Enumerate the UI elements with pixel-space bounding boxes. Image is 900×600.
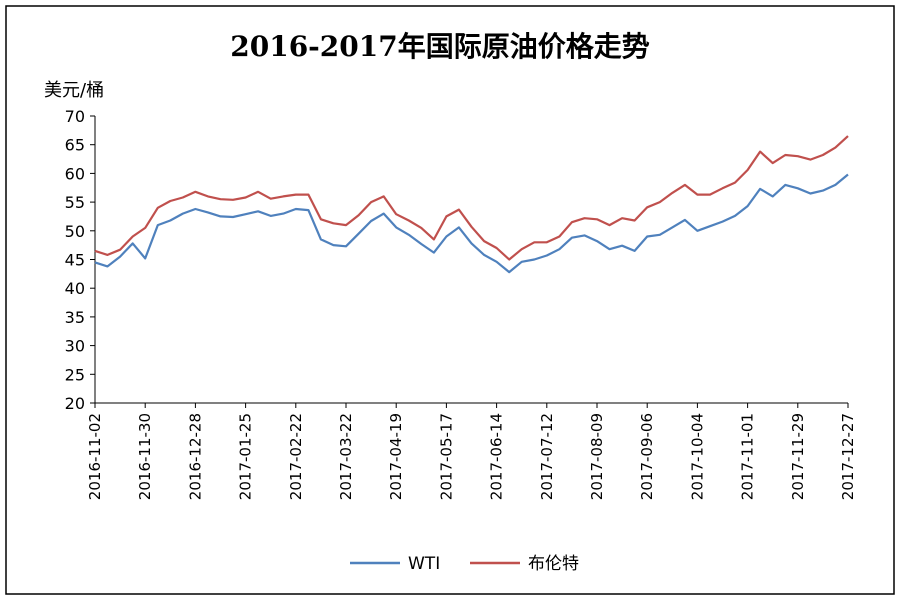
- x-tick-label: 2017-09-06: [638, 413, 656, 500]
- x-tick-label: 2017-11-01: [739, 413, 757, 500]
- x-tick-label: 2017-02-22: [287, 413, 305, 500]
- y-tick-label: 20: [65, 394, 85, 413]
- x-tick-label: 2017-01-25: [237, 413, 255, 500]
- y-tick-label: 70: [65, 107, 85, 126]
- x-tick-label: 2017-12-27: [839, 413, 857, 500]
- x-tick-label: 2017-10-04: [688, 413, 706, 500]
- y-tick-label: 65: [65, 136, 85, 155]
- series-line-wti: [94, 173, 849, 274]
- x-tick-label: 2016-11-30: [136, 413, 154, 500]
- y-tick-label: 25: [65, 365, 85, 384]
- x-tick-label: 2017-05-17: [437, 413, 455, 500]
- y-ticks: 20 25 30 35 40 45 50 55 60 65 70: [65, 107, 95, 413]
- x-ticks: 2016-11-02 2016-11-30 2016-12-28 2017-01-25…: [86, 403, 857, 500]
- y-tick-label: 60: [65, 164, 85, 183]
- series-line-brent: [94, 135, 849, 261]
- y-tick-label: 35: [65, 308, 85, 327]
- y-axis-unit-label: 美元/桶: [44, 80, 104, 101]
- x-tick-label: 2017-03-22: [337, 413, 355, 500]
- x-tick-label: 2017-08-09: [588, 413, 606, 500]
- x-tick-label: 2017-06-14: [488, 413, 506, 500]
- y-tick-label: 40: [65, 279, 85, 298]
- y-tick-label: 30: [65, 337, 85, 356]
- series-lines: [94, 135, 849, 274]
- x-tick-label: 2017-07-12: [538, 413, 556, 500]
- x-tick-label: 2017-11-29: [789, 413, 807, 500]
- y-tick-label: 55: [65, 193, 85, 212]
- chart-frame: [5, 5, 895, 595]
- y-tick-label: 50: [65, 222, 85, 241]
- legend-label-wti: WTI: [408, 554, 440, 574]
- x-tick-label: 2016-11-02: [86, 413, 104, 500]
- legend-label-brent: 布伦特: [528, 554, 579, 574]
- x-tick-label: 2016-12-28: [186, 413, 204, 500]
- x-tick-label: 2017-04-19: [387, 413, 405, 500]
- chart-title: 2016-2017年国际原油价格走势: [230, 30, 649, 63]
- y-tick-label: 45: [65, 251, 85, 270]
- legend: WTI 布伦特: [350, 554, 579, 574]
